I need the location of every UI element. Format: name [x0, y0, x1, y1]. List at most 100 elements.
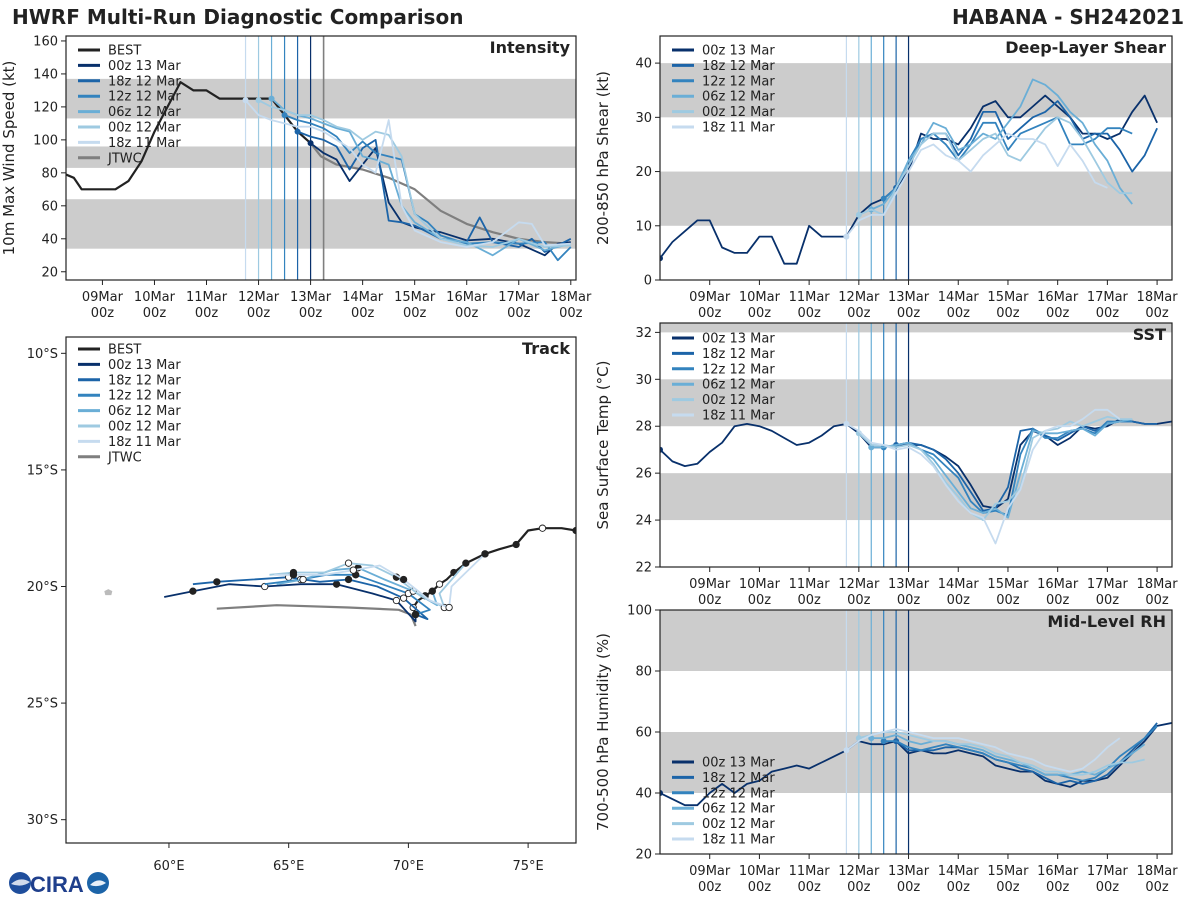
x-tick-label: 17Mar — [1087, 864, 1129, 879]
series-line-18z-12-mar — [192, 576, 429, 620]
y-tick-label: 30°S — [27, 813, 58, 828]
panel-title: SST — [1133, 325, 1166, 344]
init-point — [880, 738, 887, 745]
series-line-06z-12-mar — [870, 78, 1133, 211]
threshold-band — [660, 610, 1172, 671]
x-tick-label: 10Mar — [739, 864, 781, 879]
x-tick-label: 11Mar — [789, 290, 831, 305]
x-tick-label: 12Mar — [838, 864, 880, 879]
x-tick-label: 16Mar — [1037, 290, 1079, 305]
x-tick-label: 00z — [143, 306, 167, 321]
x-tick-label: 00z — [559, 306, 583, 321]
x-tick-label: 17Mar — [498, 290, 540, 305]
series-line-06z-12-mar — [871, 418, 1133, 519]
track-point — [428, 587, 436, 595]
x-tick-label: 00z — [847, 593, 871, 608]
x-tick-label: 00z — [748, 306, 772, 321]
series-line-18z-11-mar — [244, 99, 571, 248]
legend-label: JTWC — [107, 450, 142, 465]
series-line-00z-13-mar — [164, 583, 417, 623]
x-tick-label: 65°E — [273, 859, 304, 874]
threshold-band — [660, 63, 1172, 118]
track-point — [213, 578, 221, 586]
panel-title: Track — [522, 339, 570, 358]
legend-label: 00z 12 Mar — [108, 121, 181, 136]
series-line-best — [412, 527, 576, 615]
y-tick-label: 20 — [41, 265, 58, 280]
series-line-00z-12-mar — [269, 562, 467, 609]
x-tick-label: 09Mar — [689, 577, 731, 592]
panel-title: Deep-Layer Shear — [1005, 38, 1166, 57]
track-point — [445, 603, 453, 612]
series-line-jtwc — [216, 604, 417, 627]
legend-label: 12z 12 Mar — [702, 362, 775, 377]
y-tick-label: 40 — [635, 787, 652, 802]
x-tick-label: 00z — [507, 306, 531, 321]
x-tick-label: 00z — [698, 880, 722, 895]
y-axis-label: 200-850 hPa Shear (kt) — [594, 71, 612, 245]
track-point — [289, 571, 298, 579]
x-tick-label: 00z — [947, 880, 971, 895]
x-tick-label: 00z — [996, 593, 1020, 608]
x-tick-label: 14Mar — [938, 290, 980, 305]
x-tick-label: 75°E — [512, 859, 543, 874]
x-tick-label: 11Mar — [186, 290, 228, 305]
x-tick-label: 13Mar — [888, 864, 930, 879]
legend-label: 18z 11 Mar — [702, 833, 775, 848]
y-tick-label: 20°S — [27, 580, 58, 595]
x-tick-label: 17Mar — [1087, 290, 1129, 305]
y-axis-label: Sea Surface Temp (°C) — [594, 360, 612, 529]
x-tick-label: 00z — [797, 880, 821, 895]
track-point — [332, 580, 341, 588]
series-line-18z-11-mar — [845, 728, 1121, 773]
x-tick-label: 10Mar — [739, 577, 781, 592]
x-tick-label: 00z — [299, 306, 323, 321]
y-tick-label: 80 — [635, 665, 652, 680]
x-tick-label: 16Mar — [446, 290, 488, 305]
threshold-band — [660, 379, 1172, 427]
x-tick-label: 00z — [897, 880, 921, 895]
x-tick-label: 60°E — [153, 859, 184, 874]
x-tick-label: 12Mar — [238, 290, 280, 305]
init-point — [281, 112, 288, 119]
track-point — [481, 550, 489, 558]
init-point — [307, 140, 314, 147]
x-tick-label: 00z — [1145, 880, 1169, 895]
x-tick-label: 14Mar — [938, 577, 980, 592]
y-axis-label: 10m Max Wind Speed (kt) — [0, 61, 18, 256]
plot-frame — [65, 35, 577, 281]
series-line-18z-12-mar — [895, 722, 1158, 785]
x-tick-label: 00z — [698, 593, 722, 608]
legend-label: 12z 12 Mar — [702, 786, 775, 801]
series-line-00z-12-mar — [858, 116, 1133, 216]
legend-label: 18z 11 Mar — [108, 136, 181, 151]
init-point — [294, 128, 301, 135]
init-point — [843, 747, 850, 754]
y-tick-label: 20 — [635, 165, 652, 180]
track-point — [462, 559, 470, 567]
x-tick-label: 00z — [897, 593, 921, 608]
x-tick-label: 17Mar — [1087, 577, 1129, 592]
track-point — [299, 575, 307, 584]
x-tick-label: 00z — [1096, 306, 1120, 321]
series-line-00z-12-mar — [858, 731, 1145, 776]
y-tick-label: 100 — [627, 604, 652, 619]
x-tick-label: 09Mar — [82, 290, 124, 305]
init-point — [880, 195, 887, 202]
legend-label: 06z 12 Mar — [702, 90, 775, 105]
track-panel: 10°S 15°S 20°S 25°S 30°S 60°E 65°E 70°E 75°E Trac… — [27, 336, 577, 874]
x-tick-label: 00z — [996, 306, 1020, 321]
x-tick-label: 00z — [1145, 306, 1169, 321]
x-tick-label: 14Mar — [938, 864, 980, 879]
x-tick-label: 11Mar — [789, 864, 831, 879]
init-point — [255, 97, 262, 104]
x-tick-label: 00z — [91, 306, 115, 321]
x-tick-label: 00z — [1046, 306, 1070, 321]
init-point — [660, 255, 663, 262]
y-tick-label: 30 — [635, 111, 652, 126]
y-tick-label: 100 — [33, 133, 58, 148]
y-tick-label: 40 — [41, 232, 58, 247]
y-tick-label: 32 — [635, 326, 652, 341]
track-point — [538, 524, 547, 532]
legend-label: 00z 12 Mar — [702, 817, 775, 832]
